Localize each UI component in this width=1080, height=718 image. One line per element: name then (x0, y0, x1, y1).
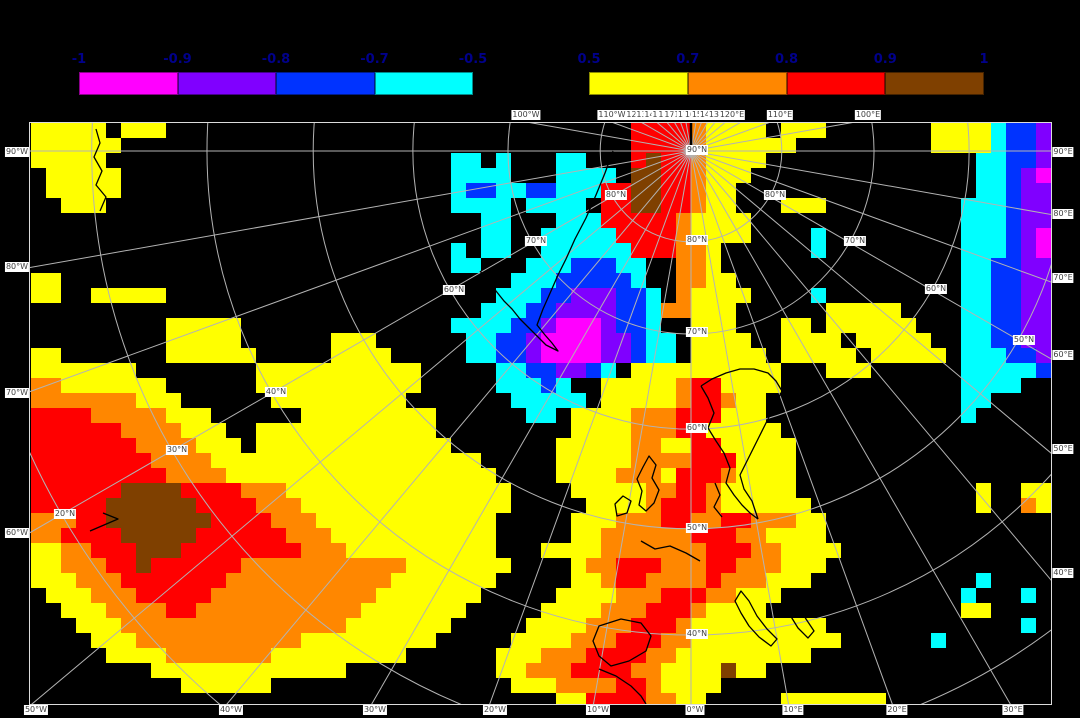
graticule-label: 80°E (1052, 209, 1074, 219)
graticule-label: 80°W (4, 262, 30, 272)
graticule-label: 0°W (685, 705, 705, 715)
graticule-label: 140°E (698, 110, 726, 120)
coastlines (89, 128, 815, 704)
graticule-lines (30, 123, 1051, 704)
graticule-label: 170°W (663, 110, 693, 120)
graticule-label: 110°W (597, 110, 627, 120)
graticule-label: 50°E (1052, 444, 1074, 454)
graticule-label: 60°W (4, 528, 30, 538)
colorbar-segment (79, 72, 178, 95)
colorbar-tick: -0.8 (261, 52, 291, 67)
graticule-label: 40°W (218, 705, 244, 715)
graticule-label: 120°W (625, 110, 655, 120)
graticule-label: 130°W (635, 110, 665, 120)
colorbar-segment (276, 72, 375, 95)
graticule-label: 40°E (1052, 568, 1074, 578)
colorbar-tick: 1 (979, 52, 989, 67)
graticule-label: 30°W (362, 705, 388, 715)
colorbar-negative: -1 -0.9 -0.8 -0.7 -0.5 (72, 52, 487, 95)
graticule-label: 120°E (718, 110, 746, 120)
colorbar-tick: 0.7 (676, 52, 700, 67)
colorbar-tick: 0.9 (873, 52, 897, 67)
graticule-label: 100°W (511, 110, 541, 120)
graticule-svg (30, 123, 1051, 704)
graticule-label: 180° (673, 110, 695, 120)
graticule-label: 90°W (4, 147, 30, 157)
graticule-label: 70°W (4, 388, 30, 398)
colorbar-negative-segments (79, 72, 473, 95)
graticule-label: 10°E (782, 705, 804, 715)
colorbar-tick: -0.5 (458, 52, 488, 67)
graticule-label: 60°E (1052, 350, 1074, 360)
colorbar-segment (374, 72, 473, 95)
graticule-label: 70°E (1052, 273, 1074, 283)
colorbar-segment (885, 72, 984, 95)
graticule-label: 20°W (482, 705, 508, 715)
graticule-label: 20°E (886, 705, 908, 715)
colorbar-tick: -0.9 (163, 52, 192, 67)
colorbar-segment (589, 72, 688, 95)
map-panel (29, 122, 1052, 705)
graticule-label: 140°W (643, 110, 673, 120)
graticule-label: 100°E (854, 110, 882, 120)
colorbar-segment (786, 72, 886, 95)
colorbar-negative-ticks: -1 -0.9 -0.8 -0.7 -0.5 (72, 52, 487, 68)
colorbar-tick: -0.7 (360, 52, 389, 67)
graticule-label: 110°E (766, 110, 794, 120)
colorbar-tick: -1 (71, 52, 87, 67)
graticule-label: 150°E (690, 110, 718, 120)
colorbar-tick: 0.8 (774, 52, 799, 67)
colorbar-segment (177, 72, 276, 95)
graticule-label: 10°W (585, 705, 611, 715)
graticule-label: 50°W (23, 705, 49, 715)
colorbar-positive-ticks: 0.5 0.7 0.8 0.9 1 (577, 52, 988, 68)
colorbar-segment (687, 72, 787, 95)
graticule-label: 30°E (1002, 705, 1024, 715)
graticule-label: 90°E (1052, 147, 1074, 157)
colorbar-positive: 0.5 0.7 0.8 0.9 1 (577, 52, 989, 95)
colorbar-positive-segments (589, 72, 984, 95)
graticule-label: 170°E (676, 110, 704, 120)
graticule-label: 130°E (707, 110, 735, 120)
colorbar-tick: 0.5 (577, 52, 601, 67)
graticule-label: 160°E (683, 110, 711, 120)
field-cells (31, 123, 1051, 704)
graticule-label: 160°W (657, 110, 687, 120)
graticule-label: 150°W (651, 110, 681, 120)
